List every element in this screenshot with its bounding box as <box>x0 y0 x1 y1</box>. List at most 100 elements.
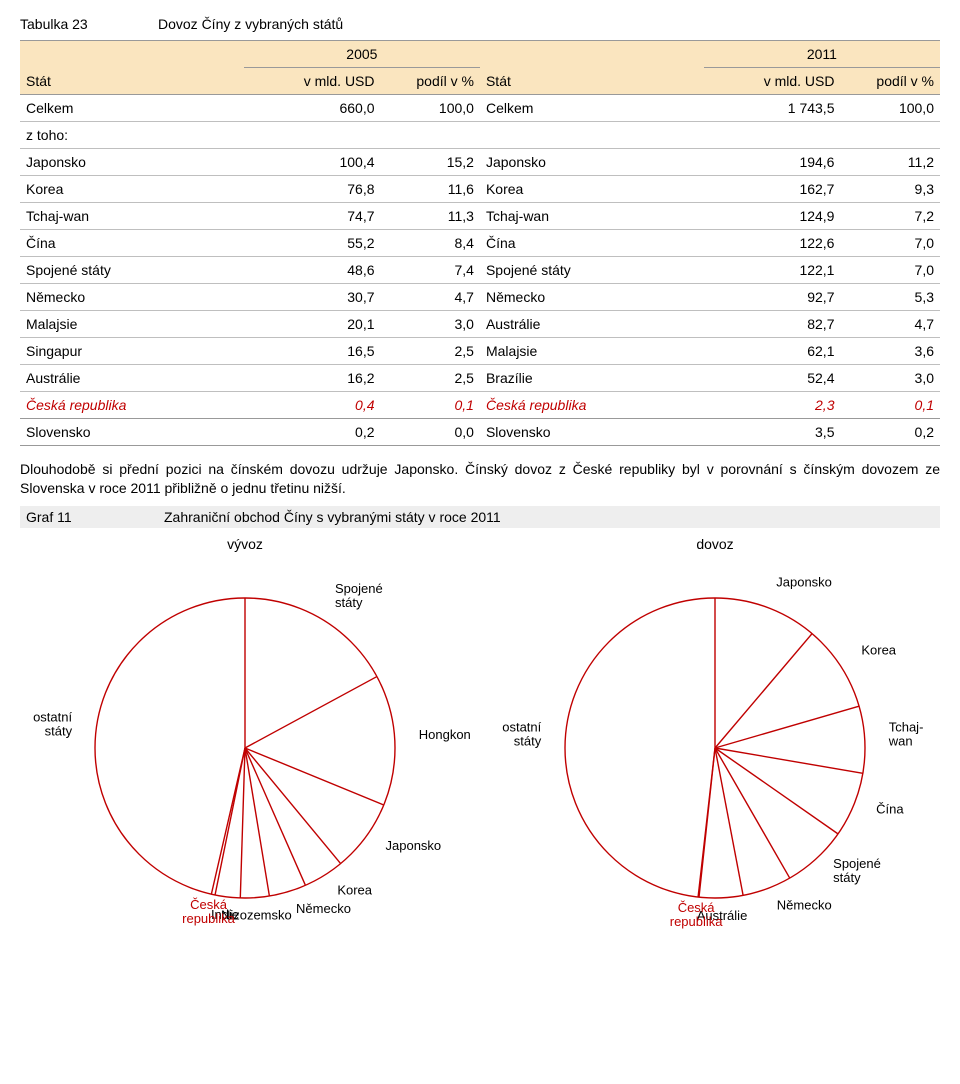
cell: 48,6 <box>244 257 381 284</box>
cell: 2,5 <box>381 338 480 365</box>
pie-slice-label: ostatnístáty <box>502 719 542 748</box>
cell: 11,2 <box>840 149 940 176</box>
table-row: Korea76,811,6Korea162,79,3 <box>20 176 940 203</box>
chart-dovoz-wrap: dovoz JaponskoKoreaTchaj-wanČínaSpojenés… <box>490 536 940 958</box>
graf-number: Graf 11 <box>26 509 124 525</box>
table-row-sk: Slovensko0,20,0Slovensko3,50,2 <box>20 419 940 446</box>
pie-chart-vyvoz: SpojenéstátyHongkongJaponskoKoreaNěmecko… <box>20 558 470 958</box>
chart-vyvoz-wrap: vývoz SpojenéstátyHongkongJaponskoKoreaN… <box>20 536 470 958</box>
table-row: Japonsko100,415,2Japonsko194,611,2 <box>20 149 940 176</box>
cell: Celkem <box>480 95 704 122</box>
cell: 55,2 <box>244 230 381 257</box>
pie-slice-label: Spojenéstáty <box>833 856 881 885</box>
cell: Austrálie <box>20 365 244 392</box>
pie-slice-label: Spojenéstáty <box>335 581 383 610</box>
cell: 7,0 <box>840 257 940 284</box>
cell: 100,0 <box>381 95 480 122</box>
col-podil-left: podíl v % <box>381 68 480 95</box>
pie-slice-label: Čína <box>876 801 904 816</box>
pie-slice-label: Českárepublika <box>670 900 724 929</box>
cell: 100,4 <box>244 149 381 176</box>
table-row: Tchaj-wan74,711,3Tchaj-wan124,97,2 <box>20 203 940 230</box>
cell: 4,7 <box>840 311 940 338</box>
cell: 20,1 <box>244 311 381 338</box>
cell: 52,4 <box>704 365 841 392</box>
cell: 9,3 <box>840 176 940 203</box>
cell: Čína <box>480 230 704 257</box>
cell: 16,2 <box>244 365 381 392</box>
cell: Singapur <box>20 338 244 365</box>
table-row: Austrálie16,22,5Brazílie52,43,0 <box>20 365 940 392</box>
cell: 3,6 <box>840 338 940 365</box>
table-row-ztoho: z toho: <box>20 122 940 149</box>
col-year-right: 2011 <box>704 41 940 68</box>
cell: 8,4 <box>381 230 480 257</box>
table-row: Čína55,28,4Čína122,67,0 <box>20 230 940 257</box>
cell: 11,6 <box>381 176 480 203</box>
cell: 76,8 <box>244 176 381 203</box>
cell: Slovensko <box>20 419 244 446</box>
cell: 11,3 <box>381 203 480 230</box>
cell: Čína <box>20 230 244 257</box>
cell: 7,2 <box>840 203 940 230</box>
cell: Slovensko <box>480 419 704 446</box>
cell: Tchaj-wan <box>20 203 244 230</box>
cell: 0,1 <box>381 392 480 419</box>
cell: 4,7 <box>381 284 480 311</box>
cell: 16,5 <box>244 338 381 365</box>
table-row: Německo30,74,7Německo92,75,3 <box>20 284 940 311</box>
pie-slice-label: Německo <box>777 897 832 912</box>
cell: 30,7 <box>244 284 381 311</box>
cell: 2,3 <box>704 392 841 419</box>
table-row-totals: Celkem 660,0 100,0 Celkem 1 743,5 100,0 <box>20 95 940 122</box>
pie-slice-label: Německo <box>296 901 351 916</box>
cell: 194,6 <box>704 149 841 176</box>
cell: z toho: <box>20 122 244 149</box>
cell: Spojené státy <box>480 257 704 284</box>
cell: Japonsko <box>20 149 244 176</box>
pie-slice-label: Japonsko <box>386 838 442 853</box>
cell: Brazílie <box>480 365 704 392</box>
graf-title: Zahraniční obchod Číny s vybranými státy… <box>164 509 501 525</box>
col-stat-right: Stát <box>480 41 704 95</box>
import-table: Stát 2005 Stát 2011 v mld. USD podíl v %… <box>20 40 940 446</box>
cell: 0,1 <box>840 392 940 419</box>
col-podil-right: podíl v % <box>840 68 940 95</box>
chart-vyvoz-title: vývoz <box>20 536 470 552</box>
cell: 0,0 <box>381 419 480 446</box>
pie-slice-label: ostatnístáty <box>33 709 73 738</box>
commentary-paragraph: Dlouhodobě si přední pozici na čínském d… <box>20 460 940 498</box>
cell: 122,1 <box>704 257 841 284</box>
cell: 162,7 <box>704 176 841 203</box>
cell: 3,0 <box>840 365 940 392</box>
cell: Spojené státy <box>20 257 244 284</box>
cell: Malajsie <box>480 338 704 365</box>
cell: 92,7 <box>704 284 841 311</box>
cell: 122,6 <box>704 230 841 257</box>
cell: Korea <box>20 176 244 203</box>
col-vmld-left: v mld. USD <box>244 68 381 95</box>
cell: Německo <box>480 284 704 311</box>
cell: 0,2 <box>840 419 940 446</box>
pie-slice-label: Českárepublika <box>182 897 236 926</box>
cell: 15,2 <box>381 149 480 176</box>
cell: Malajsie <box>20 311 244 338</box>
table-row: Spojené státy48,67,4Spojené státy122,17,… <box>20 257 940 284</box>
graf-title-row: Graf 11 Zahraniční obchod Číny s vybraný… <box>20 506 940 528</box>
cell: 62,1 <box>704 338 841 365</box>
tabulka-title: Dovoz Číny z vybraných států <box>158 16 343 32</box>
cell: 74,7 <box>244 203 381 230</box>
cell: 82,7 <box>704 311 841 338</box>
cell: Korea <box>480 176 704 203</box>
cell: Česká republika <box>20 392 244 419</box>
chart-dovoz-title: dovoz <box>490 536 940 552</box>
table-row-cr: Česká republika0,40,1Česká republika2,30… <box>20 392 940 419</box>
cell: 3,0 <box>381 311 480 338</box>
cell: 100,0 <box>840 95 940 122</box>
table-row: Singapur16,52,5Malajsie62,13,6 <box>20 338 940 365</box>
cell: 3,5 <box>704 419 841 446</box>
pie-slice-label: Tchaj-wan <box>888 719 924 748</box>
pie-slice-label: Hongkong <box>419 727 470 742</box>
cell: 7,0 <box>840 230 940 257</box>
pie-chart-dovoz: JaponskoKoreaTchaj-wanČínaSpojenéstátyNě… <box>490 558 940 958</box>
